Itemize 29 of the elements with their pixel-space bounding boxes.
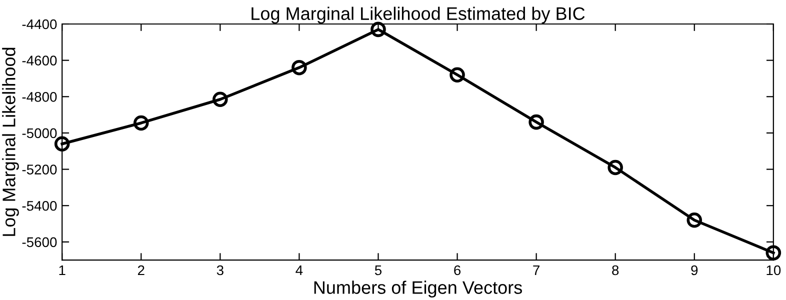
x-tick-label: 9 (691, 265, 698, 276)
x-tick-label: 6 (454, 265, 461, 276)
y-axis-title: Log Marginal Likelihood (2, 48, 19, 236)
y-tick-label: -4400 (22, 19, 57, 30)
x-tick-label: 4 (296, 265, 303, 276)
x-tick-label: 2 (138, 265, 144, 276)
x-tick-label: 8 (612, 265, 619, 276)
x-tick-label: 5 (374, 265, 382, 276)
point (686, 212, 702, 228)
point (133, 115, 149, 131)
chart-title: Log Marginal Likelihood Estimated by BIC (252, 6, 585, 24)
y-tick-label: -5000 (22, 128, 57, 138)
x-tick-label: 1 (59, 265, 66, 276)
point (528, 114, 544, 130)
point (370, 22, 386, 38)
point (212, 92, 228, 108)
point (766, 245, 782, 260)
x-axis-title: Numbers of Eigen Vectors (314, 280, 522, 298)
y-tick-label: -5200 (22, 164, 57, 174)
y-tick-label: -4800 (22, 92, 57, 102)
point (292, 60, 307, 76)
x-tick-label: 7 (533, 265, 540, 276)
y-tick-label: -5600 (22, 237, 57, 248)
y-tick-label: -5400 (22, 200, 57, 211)
point (608, 160, 623, 176)
y-tick-label: -4600 (22, 56, 57, 66)
point (450, 67, 465, 82)
x-tick-label: 10 (766, 265, 781, 276)
x-tick-label: 3 (216, 265, 224, 276)
